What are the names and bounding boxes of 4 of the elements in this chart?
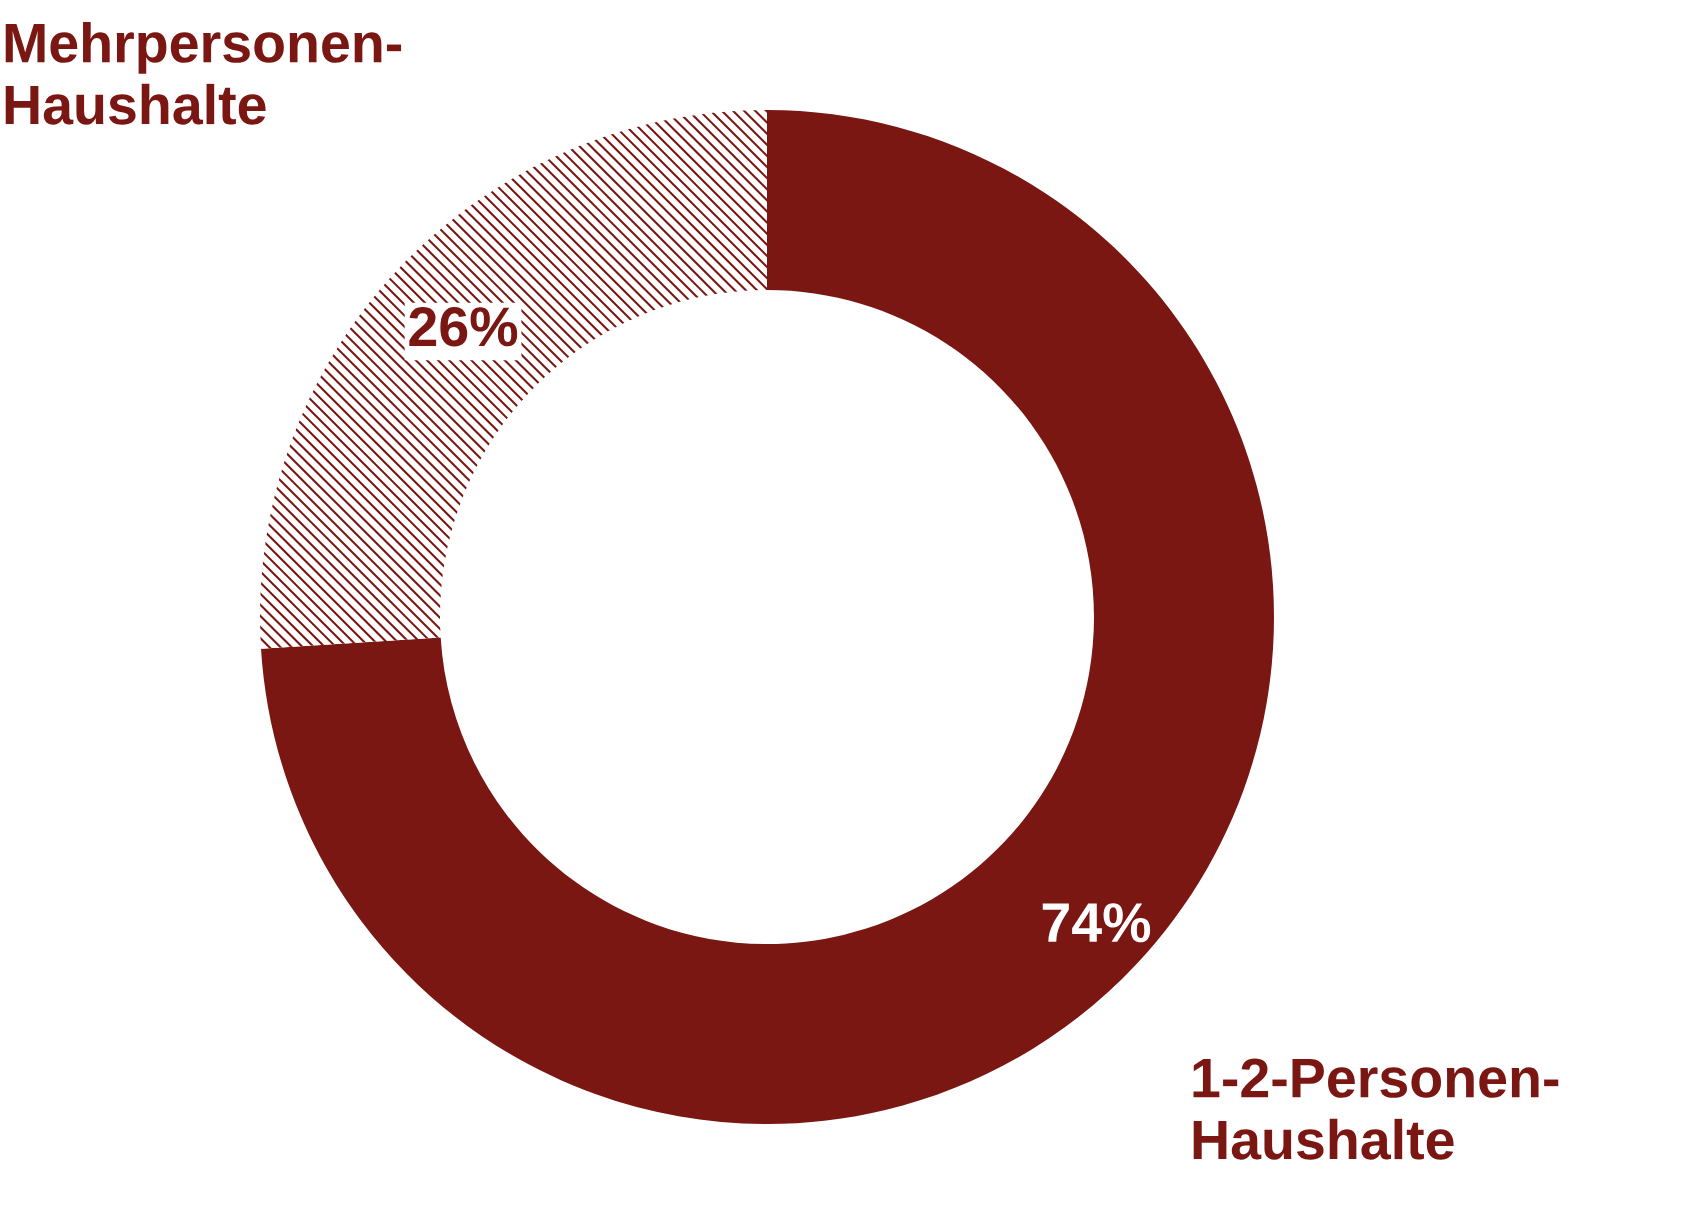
data-label: 26% xyxy=(409,307,518,347)
slice-label: 1-2-Personen- Haushalte xyxy=(1193,1058,1559,1160)
data-label: 74% xyxy=(1042,903,1151,943)
slice-label: Mehrpersonen- Haushalte xyxy=(5,22,402,125)
